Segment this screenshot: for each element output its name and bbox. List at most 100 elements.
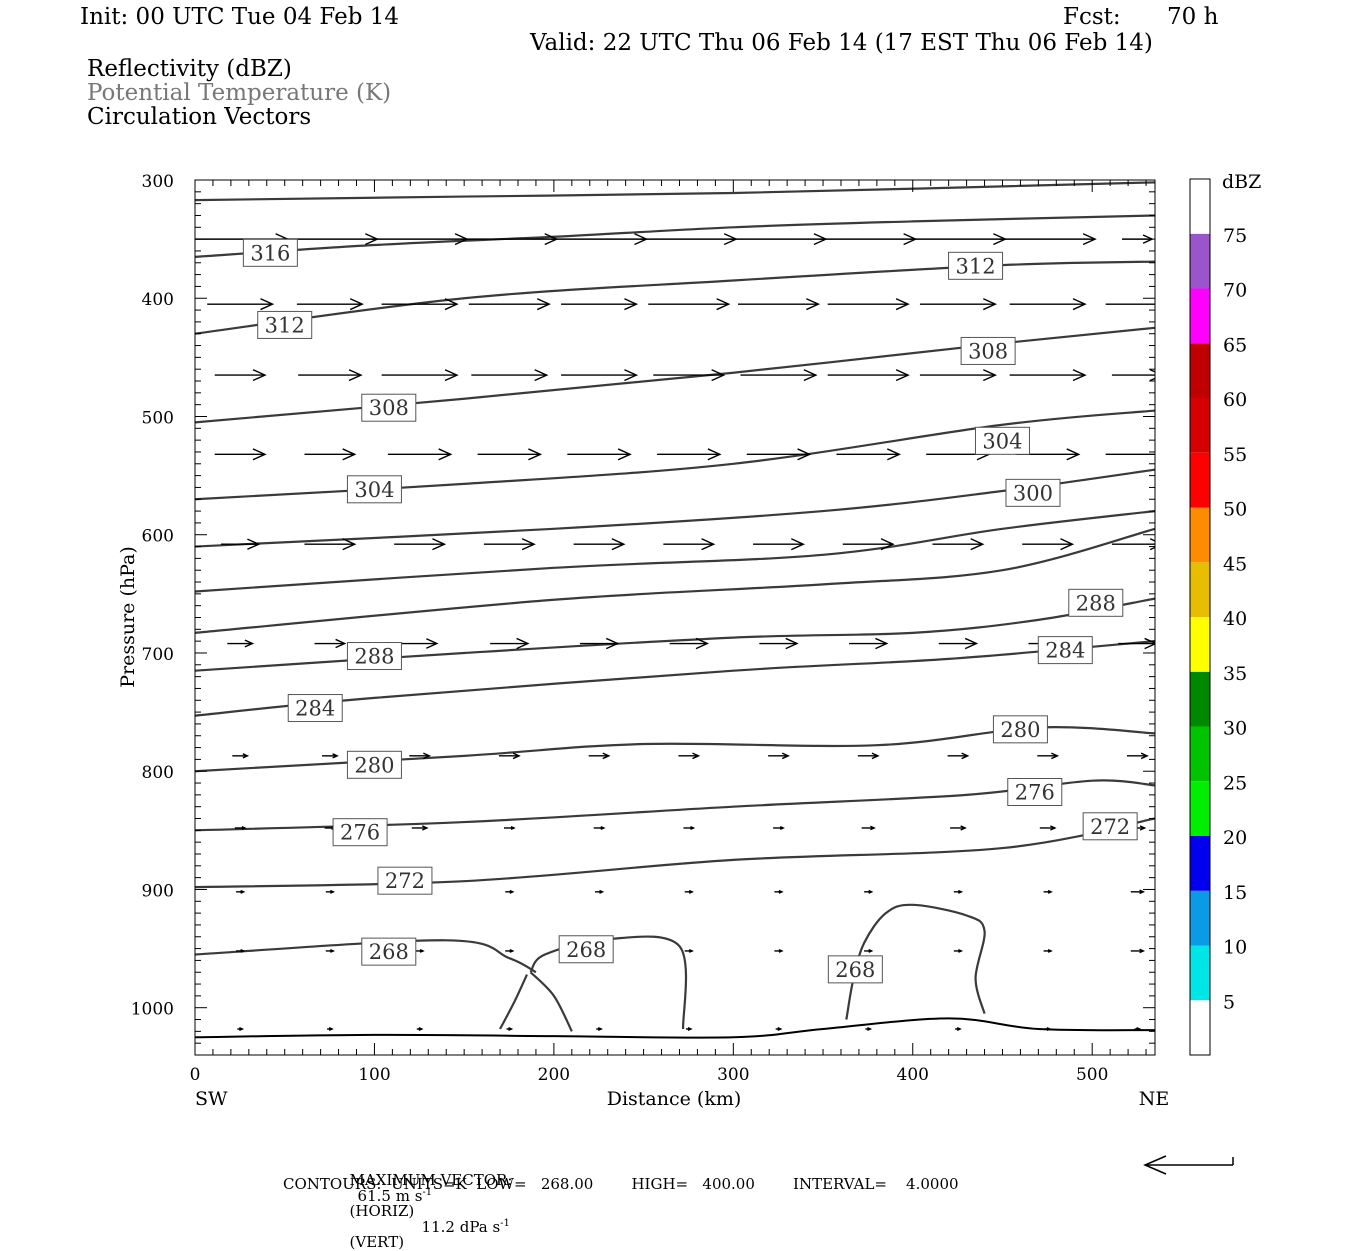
circulation-vector [298, 369, 363, 382]
circulation-vector [237, 1026, 245, 1031]
isentrope-line [195, 939, 537, 974]
circulation-vector [483, 538, 536, 551]
circulation-vector [411, 825, 429, 831]
isentrope-label: 268 [361, 937, 417, 966]
circulation-vector [506, 1026, 514, 1031]
colorbar-label: 55 [1223, 444, 1247, 466]
circulation-vector [579, 637, 620, 650]
circulation-vector [490, 637, 530, 650]
circulation-vector [864, 889, 874, 894]
isentrope-label: 308 [960, 336, 1016, 365]
vert-exponent: -1 [500, 1218, 510, 1229]
colorbar-label: 30 [1223, 718, 1247, 740]
circulation-vector [1043, 948, 1053, 953]
circulation-vector [1039, 825, 1057, 831]
max-vector-vert-unit: (VERT) [349, 1233, 405, 1251]
isentrope-label-text: 284 [1045, 639, 1085, 663]
isentrope-label-text: 268 [835, 958, 875, 982]
circulation-vector [648, 298, 731, 311]
circulation-vector [381, 369, 459, 382]
isentrope-label-text: 268 [369, 940, 409, 964]
circulation-vector [773, 825, 785, 830]
circulation-vector [573, 538, 626, 551]
circulation-vector [415, 948, 425, 953]
isentrope-label-text: 300 [1013, 481, 1053, 505]
isentrope-label: 276 [1007, 778, 1063, 806]
circulation-vector [820, 233, 918, 246]
circulation-vector [759, 637, 799, 650]
x-tick-label: 400 [897, 1065, 929, 1085]
isentrope-label: 284 [287, 694, 343, 723]
y-axis-title: Pressure (hPa) [117, 546, 139, 688]
circulation-vector [588, 752, 611, 760]
circulation-vector [498, 752, 521, 760]
isentrope-label: 300 [1005, 478, 1061, 507]
isentrope-line [195, 181, 1155, 202]
circulation-vector [1134, 1026, 1142, 1031]
y-tick-label: 1000 [131, 1000, 174, 1020]
circulation-vector [214, 369, 267, 382]
y-tick-label: 900 [142, 881, 174, 901]
isentrope-line [195, 509, 1155, 593]
isentrope-lines [195, 181, 1155, 1032]
circulation-vector [236, 948, 246, 953]
valid-time: Valid: 22 UTC Thu 06 Feb 14 (17 EST Thu … [530, 30, 1153, 56]
colorbar-swatch [1190, 179, 1210, 234]
isentrope-label: 312 [257, 310, 313, 339]
circulation-vector [327, 1026, 334, 1031]
circulation-vector [394, 538, 447, 551]
circulation-vector [381, 298, 459, 311]
isentrope-label-text: 280 [1000, 718, 1040, 742]
circulation-vector [214, 448, 267, 461]
circulation-vectors [195, 233, 1155, 1031]
circulation-vector [678, 752, 701, 760]
circulation-vector [1105, 453, 1155, 456]
circulation-vector [657, 448, 722, 461]
isentrope-label: 304 [346, 475, 402, 504]
colorbar-label: 15 [1223, 882, 1247, 904]
colorbar-swatch [1190, 945, 1210, 1001]
isentrope-label: 276 [332, 818, 388, 847]
colorbar-label: 25 [1223, 772, 1247, 794]
colorbar-swatch [1190, 452, 1210, 508]
circulation-vector [325, 889, 336, 894]
isentrope-label: 280 [346, 750, 402, 779]
colorbar-label: 20 [1223, 827, 1247, 849]
circulation-vector [663, 538, 716, 551]
circulation-vector [953, 948, 964, 953]
colorbar-swatch [1190, 398, 1210, 453]
circulation-vector [947, 752, 970, 760]
circulation-vector [640, 233, 738, 246]
circulation-vector [304, 448, 357, 461]
isentrope-line [195, 527, 1155, 634]
circulation-vector [685, 1026, 693, 1031]
circulation-vector [227, 639, 255, 648]
circulation-vector [1009, 369, 1087, 382]
colorbar-label: 60 [1223, 389, 1247, 411]
circulation-vector [774, 889, 784, 894]
circulation-vector [561, 369, 639, 382]
isentrope-line [529, 971, 573, 1032]
isentrope-label: 280 [992, 715, 1048, 744]
circulation-vector [999, 233, 1097, 246]
isentrope-label: 288 [346, 642, 402, 671]
colorbar-label: 35 [1223, 663, 1247, 685]
circulation-vector [1009, 298, 1087, 311]
circulation-vector [561, 298, 639, 311]
circulation-vector [849, 637, 889, 650]
colorbar-label: 40 [1223, 608, 1247, 630]
circulation-vector [1022, 538, 1075, 551]
isentrope-label-text: 272 [385, 869, 425, 893]
circulation-vector [477, 448, 543, 461]
x-tick-label: 100 [358, 1065, 390, 1085]
circulation-vector [1043, 889, 1053, 894]
isentrope-label-text: 276 [1015, 781, 1055, 805]
circulation-vector [909, 233, 1008, 246]
circulation-vector [596, 1026, 603, 1031]
colorbar-swatch [1190, 562, 1210, 617]
colorbar-label: 50 [1223, 499, 1247, 521]
circulation-vector [593, 825, 606, 830]
circulation-vector [753, 538, 806, 551]
circulation-vector [567, 448, 632, 461]
colorbar-swatch [1190, 890, 1210, 946]
